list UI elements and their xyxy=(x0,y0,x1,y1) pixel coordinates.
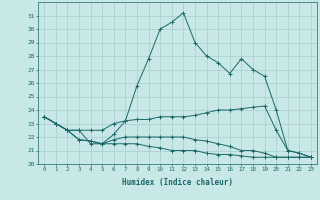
X-axis label: Humidex (Indice chaleur): Humidex (Indice chaleur) xyxy=(122,178,233,187)
